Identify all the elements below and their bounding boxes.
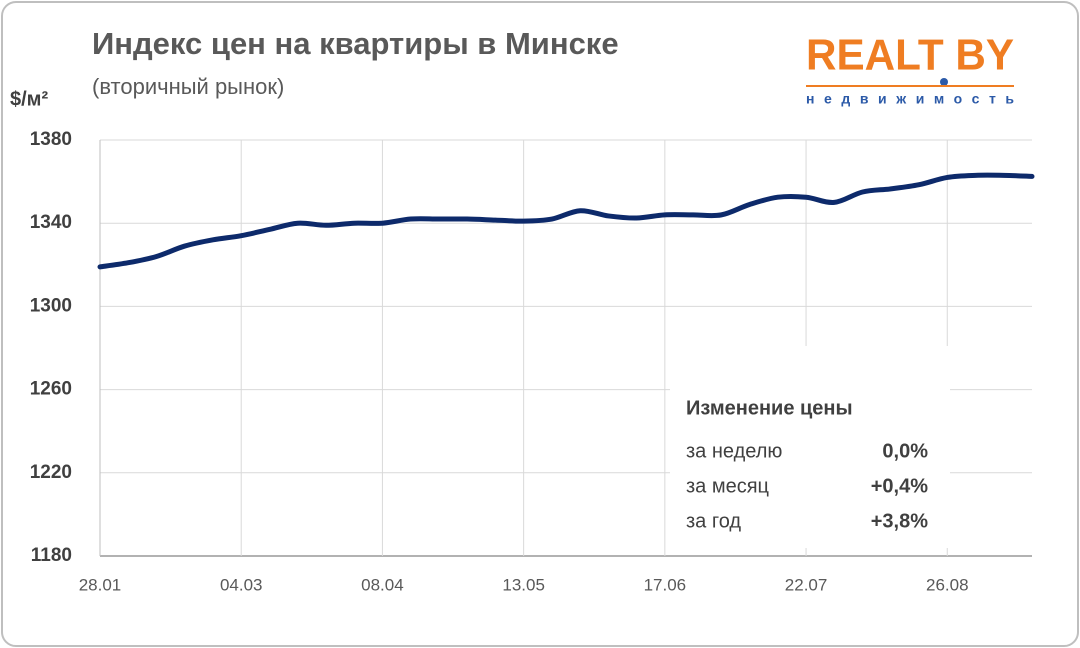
inset-row-label: за месяц [686, 475, 769, 497]
x-tick-label: 17.06 [644, 575, 687, 594]
y-tick-label: 1380 [30, 129, 72, 150]
inset-row-value: +0,4% [871, 475, 928, 497]
y-axis-label: $/м² [10, 88, 48, 110]
inset-row-label: за неделю [686, 440, 782, 462]
inset-box [670, 346, 950, 548]
price-change-inset: Изменение цены за неделю 0,0% за месяц +0,4%… [670, 346, 950, 548]
x-tick-label: 08.04 [361, 575, 404, 594]
series-line [97, 172, 1035, 270]
inset-row-label: за год [686, 510, 741, 532]
inset-title: Изменение цены [686, 397, 853, 419]
inset-row-value: 0,0% [882, 440, 928, 462]
logo-dot [940, 78, 948, 86]
x-tick-label: 04.03 [220, 575, 263, 594]
y-tick-label: 1220 [30, 462, 72, 483]
inset-row-value: +3,8% [871, 510, 928, 532]
x-tick-label: 26.08 [926, 575, 969, 594]
y-tick-label: 1180 [31, 545, 72, 566]
logo-name: REALT BY [806, 31, 1014, 80]
chart-title: Индекс цен на квартиры в Минске [92, 26, 619, 61]
x-tick-label: 22.07 [785, 575, 828, 594]
y-tick-label: 1260 [30, 379, 72, 400]
x-tick-label: 13.05 [502, 575, 545, 594]
y-tick-label: 1300 [30, 295, 72, 316]
x-tick-label: 28.01 [79, 575, 122, 594]
chart-subtitle: (вторичный рынок) [92, 74, 284, 99]
y-tick-label: 1340 [30, 212, 72, 233]
